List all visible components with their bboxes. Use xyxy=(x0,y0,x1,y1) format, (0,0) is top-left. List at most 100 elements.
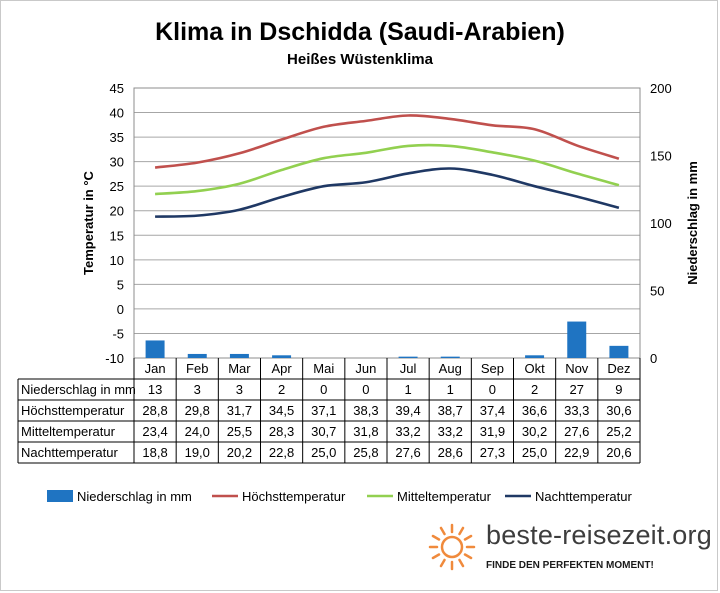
data-label: 2 xyxy=(278,382,285,397)
x-tick-label: Mai xyxy=(313,361,334,376)
chart-title: Klima in Dschidda (Saudi-Arabien) xyxy=(155,18,565,46)
legend-label: Nachttemperatur xyxy=(535,489,632,504)
y-tick-left: 45 xyxy=(110,81,124,96)
data-label: 22,8 xyxy=(269,445,294,460)
sun-ray xyxy=(463,534,473,541)
x-tick-label: Okt xyxy=(524,361,545,376)
data-label: 25,0 xyxy=(522,445,547,460)
sun-icon xyxy=(440,535,464,559)
data-label: 37,1 xyxy=(311,403,336,418)
data-label: 39,4 xyxy=(395,403,420,418)
data-label: 25,0 xyxy=(311,445,336,460)
data-label: 0 xyxy=(320,382,327,397)
y-tick-left: 15 xyxy=(110,228,124,243)
x-tick-label: Mar xyxy=(228,361,251,376)
sun-ray xyxy=(439,526,446,536)
data-label: 23,4 xyxy=(142,424,167,439)
data-label: 0 xyxy=(362,382,369,397)
y-axis-title-left: Temperatur in °C xyxy=(81,170,96,275)
x-tick-label: Jul xyxy=(400,361,417,376)
plot-area-border xyxy=(133,87,641,359)
data-label: 30,6 xyxy=(606,403,631,418)
data-label: 33,3 xyxy=(564,403,589,418)
data-label: 27,6 xyxy=(395,445,420,460)
y-tick-left: 25 xyxy=(110,179,124,194)
y-tick-left: -10 xyxy=(105,351,124,366)
precipitation-bar xyxy=(229,353,249,358)
sun-ray xyxy=(463,553,473,560)
precipitation-bar xyxy=(567,321,587,358)
precipitation-bar xyxy=(145,340,165,358)
precipitation-bar xyxy=(609,345,629,358)
data-label: 31,9 xyxy=(480,424,505,439)
data-label: 33,2 xyxy=(438,424,463,439)
data-label: 20,6 xyxy=(606,445,631,460)
precipitation-bar xyxy=(525,355,545,358)
x-tick-label: Aug xyxy=(439,361,462,376)
data-label: 37,4 xyxy=(480,403,505,418)
night-temperature-line xyxy=(155,167,620,218)
data-label: 3 xyxy=(194,382,201,397)
data-label: 38,7 xyxy=(438,403,463,418)
legend-label: Niederschlag in mm xyxy=(77,489,192,504)
y-axis-title-right: Niederschlag in mm xyxy=(685,161,700,285)
sun-ray xyxy=(458,558,465,568)
data-label: 19,0 xyxy=(185,445,210,460)
sun-ray xyxy=(439,558,446,568)
chart-subtitle: Heißes Wüstenklima xyxy=(287,51,433,68)
data-label: 24,0 xyxy=(185,424,210,439)
data-label: 1 xyxy=(447,382,454,397)
precipitation-bar xyxy=(272,355,292,358)
data-label: 28,8 xyxy=(142,403,167,418)
y-tick-right: 100 xyxy=(650,216,672,231)
legend-label: Mitteltemperatur xyxy=(397,489,492,504)
data-label: 9 xyxy=(615,382,622,397)
data-label: 31,7 xyxy=(227,403,252,418)
data-label: 28,6 xyxy=(438,445,463,460)
legend-label: Höchsttemperatur xyxy=(242,489,346,504)
precipitation-bar xyxy=(187,353,207,358)
x-tick-label: Dez xyxy=(607,361,630,376)
data-label: 20,2 xyxy=(227,445,252,460)
y-tick-left: 5 xyxy=(117,277,124,292)
table-row-label: Nachttemperatur xyxy=(21,445,118,460)
y-tick-right: 200 xyxy=(650,81,672,96)
data-label: 28,3 xyxy=(269,424,294,439)
brand-name[interactable]: beste-reisezeit.org xyxy=(486,520,712,550)
y-tick-left: 30 xyxy=(110,155,124,170)
y-tick-right: 50 xyxy=(650,284,664,299)
sun-ray xyxy=(431,534,441,541)
legend-swatch-precipitation xyxy=(47,490,73,502)
y-tick-left: 10 xyxy=(110,253,124,268)
data-label: 22,9 xyxy=(564,445,589,460)
table-row-label: Höchsttemperatur xyxy=(21,403,125,418)
x-tick-label: Sep xyxy=(481,361,504,376)
precipitation-bar xyxy=(440,356,460,358)
data-label: 25,2 xyxy=(606,424,631,439)
y-tick-left: 20 xyxy=(110,204,124,219)
data-label: 2 xyxy=(531,382,538,397)
data-label: 0 xyxy=(489,382,496,397)
data-label: 33,2 xyxy=(395,424,420,439)
data-label: 29,8 xyxy=(185,403,210,418)
max-temperature-line xyxy=(154,114,620,169)
mean-temperature-line xyxy=(154,143,620,196)
y-tick-right: 150 xyxy=(650,149,672,164)
table-row-label: Mitteltemperatur xyxy=(21,424,116,439)
brand-slogan: FINDE DEN PERFEKTEN MOMENT! xyxy=(486,560,654,571)
data-label: 25,8 xyxy=(353,445,378,460)
x-tick-label: Nov xyxy=(565,361,589,376)
sun-ray xyxy=(431,553,441,560)
table-row-label: Niederschlag in mm xyxy=(21,382,136,397)
x-tick-label: Jun xyxy=(355,361,376,376)
y-tick-left: -5 xyxy=(112,326,124,341)
sun-ray xyxy=(458,526,465,536)
data-label: 38,3 xyxy=(353,403,378,418)
data-label: 1 xyxy=(404,382,411,397)
data-label: 25,5 xyxy=(227,424,252,439)
y-tick-right: 0 xyxy=(650,351,657,366)
y-tick-left: 40 xyxy=(110,106,124,121)
x-tick-label: Feb xyxy=(186,361,208,376)
